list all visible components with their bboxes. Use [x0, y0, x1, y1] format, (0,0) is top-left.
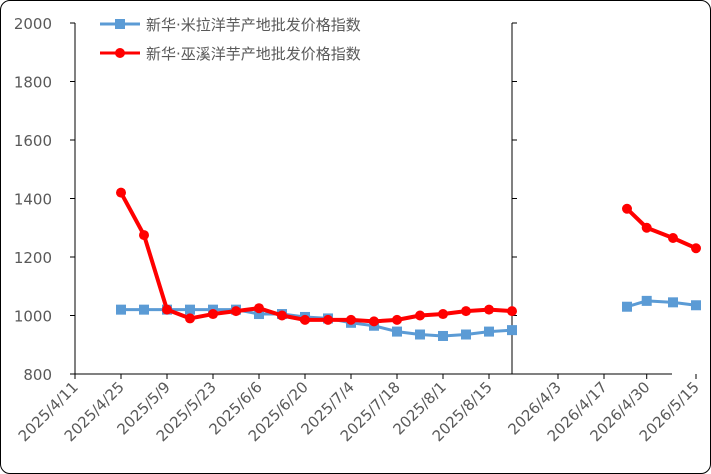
y-tick-label-6: 2000	[14, 15, 52, 33]
series-0-point-0-14	[438, 330, 448, 341]
legend-label-1: 新华·巫溪洋芋产地批发价格指数	[146, 45, 361, 63]
y-tick-label-3: 1400	[14, 191, 52, 209]
series-0-point-1-2	[668, 297, 678, 308]
series-0-point-0-0	[116, 304, 126, 315]
series-1-point-0-13	[415, 310, 425, 321]
series-1-point-1-2	[668, 232, 678, 243]
legend-item-1: 新华·巫溪洋芋产地批发价格指数	[100, 45, 361, 63]
series-0-point-0-1	[139, 304, 149, 315]
y-tick-label-0: 800	[23, 366, 52, 384]
series-1-point-0-5	[231, 306, 241, 317]
series-1-line-1	[625, 207, 697, 251]
series-1-point-0-14	[438, 309, 448, 320]
series-0-point-0-12	[392, 326, 402, 337]
legend-marker-0	[115, 19, 125, 29]
series-0-point-0-17	[507, 325, 517, 336]
series-1-point-0-12	[392, 314, 402, 325]
series-0-point-0-13	[415, 329, 425, 340]
series-1-point-0-2	[162, 304, 172, 315]
legend: 新华·米拉洋芋产地批发价格指数 新华·巫溪洋芋产地批发价格指数	[100, 16, 361, 63]
series-0-point-1-1	[641, 295, 652, 306]
series-layer	[116, 187, 701, 341]
series-1-point-0-9	[323, 314, 333, 325]
series-1-point-0-4	[208, 309, 218, 320]
series-0-point-0-6	[254, 309, 264, 320]
axes	[70, 22, 697, 379]
y-tick-label-2: 1200	[14, 249, 52, 267]
y-tick-labels: 800 1000 1200 1400 1600 1800 2000	[14, 15, 52, 384]
series-1-point-0-3	[185, 313, 195, 324]
series-0-point-1-0	[622, 301, 632, 312]
legend-label-0: 新华·米拉洋芋产地批发价格指数	[146, 16, 361, 34]
series-1-point-0-0	[116, 187, 126, 198]
series-1-point-0-11	[369, 316, 379, 327]
series-1-point-1-0	[622, 203, 632, 214]
series-1-line-0	[119, 191, 513, 324]
series-0-point-1-3	[691, 300, 701, 311]
legend-item-0: 新华·米拉洋芋产地批发价格指数	[100, 16, 361, 34]
y-tick-label-5: 1800	[14, 74, 52, 92]
series-1-point-0-8	[300, 314, 310, 325]
series-1-point-0-16	[484, 304, 494, 315]
series-1-point-0-10	[346, 314, 356, 325]
series-0-line-1	[626, 299, 697, 309]
legend-marker-1	[115, 48, 125, 58]
series-1-point-0-1	[139, 230, 149, 241]
series-0-point-0-3	[185, 304, 195, 315]
series-1-point-1-1	[641, 222, 652, 233]
series-1-point-0-17	[507, 306, 517, 317]
x-tick-labels: 2025/4/112025/4/252025/5/92025/5/232025/…	[15, 378, 703, 445]
y-tick-label-4: 1600	[14, 132, 52, 150]
series-1-point-1-3	[691, 243, 701, 254]
series-0-point-0-16	[484, 326, 494, 337]
series-1-point-0-6	[254, 303, 264, 314]
series-1	[116, 187, 701, 327]
y-tick-label-1: 1000	[14, 308, 52, 326]
series-0-point-0-15	[461, 329, 471, 340]
series-1-point-0-7	[277, 310, 287, 321]
series-1-point-0-15	[461, 306, 471, 317]
